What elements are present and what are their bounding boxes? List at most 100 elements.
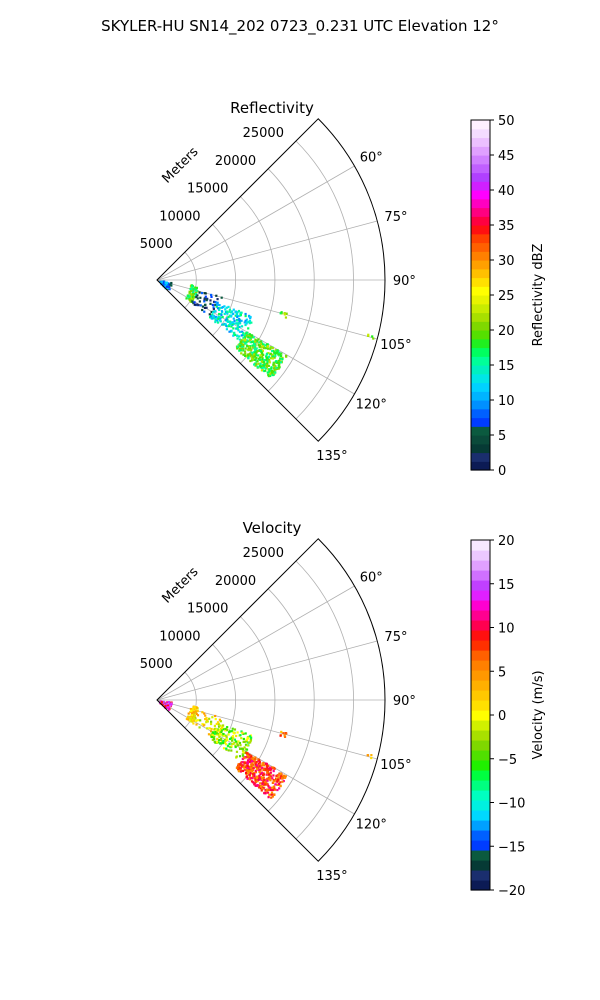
echo-gate (241, 340, 244, 343)
colorbar-segment (471, 750, 490, 761)
echo-gate (217, 315, 220, 318)
echo-gate (223, 305, 226, 308)
radial-tick-label: 15000 (187, 602, 228, 617)
echo-gate (232, 327, 235, 330)
echo-gate (247, 346, 251, 349)
echo-gate (187, 712, 190, 715)
echo-gate (258, 770, 261, 774)
echo-gate (203, 292, 206, 295)
echo-gate (224, 311, 228, 314)
echo-gate (186, 294, 189, 297)
echo-gate (194, 291, 198, 295)
echo-gate (275, 774, 278, 777)
echo-gate (225, 306, 228, 309)
echo-gate (267, 777, 270, 780)
echo-gate (244, 748, 247, 751)
echo-gate (259, 768, 262, 771)
echo-gate (274, 349, 278, 352)
echo-gate (192, 292, 196, 295)
echo-gate (211, 311, 215, 314)
echo-gate (230, 749, 233, 752)
azimuth-gridline (156, 585, 355, 701)
echo-gate (253, 777, 256, 780)
echo-gate (232, 737, 235, 740)
echo-gate (237, 740, 240, 743)
echo-gate (275, 366, 278, 370)
echo-gate (210, 730, 213, 733)
echo-gate (229, 315, 233, 318)
echo-gate (170, 281, 173, 285)
echo-gate (218, 733, 221, 736)
echo-gate (274, 351, 278, 355)
echo-gate (238, 349, 241, 352)
echo-gate (253, 773, 256, 776)
echo-gate (243, 321, 246, 324)
echo-gate (272, 363, 275, 366)
echo-gate (249, 337, 252, 340)
echo-gate (283, 313, 286, 316)
echo-gate (274, 788, 277, 791)
echo-gate (272, 774, 275, 777)
echo-gate (204, 714, 207, 717)
echo-gate (228, 314, 231, 317)
colorbar-segment (471, 640, 490, 651)
echo-gate (269, 788, 273, 792)
echo-gate (221, 305, 225, 309)
echo-gate (216, 307, 220, 310)
echo-gate (240, 319, 243, 322)
echo-gate (237, 770, 240, 773)
echo-gate (168, 702, 171, 706)
echo-gate (261, 785, 264, 788)
echo-gate (261, 345, 264, 348)
echo-gate (214, 717, 217, 721)
echo-gate (276, 778, 280, 781)
echo-gate (257, 343, 260, 347)
echo-gate (256, 365, 259, 368)
echo-gate (267, 785, 270, 788)
echo-gate (238, 338, 242, 341)
echo-gate (218, 718, 222, 721)
echo-gate (254, 780, 257, 783)
echo-gate (253, 344, 257, 347)
colorbar-segment (471, 452, 490, 462)
echo-gate (210, 295, 213, 299)
colorbar-segment (471, 198, 490, 209)
echo-gate (256, 349, 259, 353)
colorbar-segment (471, 560, 490, 571)
echo-gate (257, 778, 260, 782)
echo-gate (247, 737, 250, 740)
echo-gate (165, 701, 169, 704)
sector-frame (156, 538, 386, 862)
echo-gate (262, 366, 266, 369)
echo-gate (230, 329, 233, 333)
echo-gate (235, 734, 238, 738)
echo-gate (165, 702, 168, 705)
echo-gate (249, 315, 252, 319)
echo-gate (370, 756, 373, 760)
echo-gate (246, 354, 249, 357)
echo-gate (195, 289, 198, 292)
echo-gate (272, 370, 275, 374)
echo-gate (242, 732, 245, 735)
echo-gate (267, 788, 271, 792)
echo-gate (263, 764, 266, 767)
echo-gate (249, 354, 253, 357)
echo-gate (215, 732, 218, 735)
echo-gate (192, 719, 196, 722)
echo-gate (221, 734, 224, 737)
echo-gate (238, 763, 242, 766)
echo-gate (195, 723, 198, 726)
echo-gate (238, 320, 241, 323)
echo-gate (254, 763, 257, 766)
echo-gate (254, 778, 257, 781)
echo-gate (218, 319, 221, 322)
echo-gate (253, 363, 256, 366)
radial-tick-label: 25000 (243, 546, 284, 561)
radial-tick-label: 15000 (187, 182, 228, 197)
echo-gate (227, 305, 230, 309)
echo-gate (261, 357, 264, 360)
echo-gate (166, 706, 170, 709)
echo-gate (193, 717, 196, 720)
echo-gate (244, 732, 247, 735)
echo-gate (168, 283, 172, 286)
